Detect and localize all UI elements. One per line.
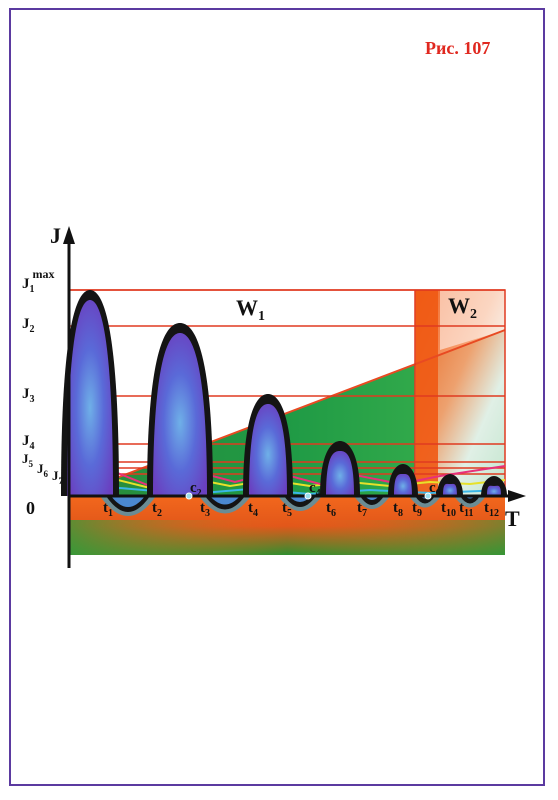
origin-label: 0 (26, 498, 35, 518)
t-label-4: t4 (248, 500, 258, 519)
y-level-label-4: J4 (22, 433, 35, 452)
c-label-4: c4 (309, 480, 321, 499)
c-label-2: c2 (190, 480, 202, 499)
page-border (9, 8, 545, 786)
oscillation-lobes (61, 290, 507, 516)
w2-label: W2 (448, 293, 477, 322)
y-axis-arrow (63, 226, 75, 244)
dip-6 (460, 496, 480, 504)
y-level-label-6: J6 (37, 461, 49, 479)
y-level-label-5: J5 (22, 451, 34, 469)
t-label-1: t1 (103, 500, 113, 519)
lobe-1 (67, 300, 113, 496)
c-label-6: c6 (429, 480, 441, 499)
lobe-7 (487, 485, 501, 496)
w2-white-corner (440, 290, 505, 350)
lobe-2 (153, 333, 207, 496)
t-label-2: t2 (152, 500, 162, 519)
lobe-3 (249, 404, 287, 496)
y-level-label-1: J1max (22, 267, 55, 295)
figure-label: Рис. 107 (425, 38, 491, 58)
lower-band-tint (69, 520, 505, 555)
t-label-12: t12 (484, 500, 499, 519)
lobe-5 (394, 473, 412, 496)
t-labels: t1 t2 t3 t4 t5 t6 t7 t8 t9 t10 t11 t12 (103, 500, 499, 519)
lobe-6 (443, 483, 457, 496)
t-label-6: t6 (326, 500, 336, 519)
dip-inner-2 (210, 496, 240, 505)
y-level-label-3: J3 (22, 386, 35, 405)
t-label-11: t11 (459, 500, 473, 519)
lobe-4 (326, 451, 354, 496)
t-label-3: t3 (200, 500, 210, 519)
t-label-8: t8 (393, 500, 403, 519)
c-point-4 (304, 492, 312, 500)
dip-inner-1 (111, 496, 145, 507)
dip-4 (360, 496, 384, 505)
c-labels: c2 c4 c6 (185, 480, 441, 500)
y-axis-label: J (50, 223, 61, 248)
w1-label: W1 (236, 295, 265, 324)
c-point-6 (424, 492, 432, 500)
t-label-7: t7 (357, 500, 367, 519)
t-label-5: t5 (282, 500, 292, 519)
x-axis-arrow (508, 490, 526, 502)
c-point-2 (185, 492, 193, 500)
y-level-label-2: J2 (22, 316, 35, 335)
t-label-9: t9 (412, 500, 422, 519)
t-label-10: t10 (441, 500, 456, 519)
y-level-label-7: J7 (52, 468, 64, 486)
w2-orange-strip (416, 290, 438, 496)
x-axis-label: T (505, 506, 520, 531)
